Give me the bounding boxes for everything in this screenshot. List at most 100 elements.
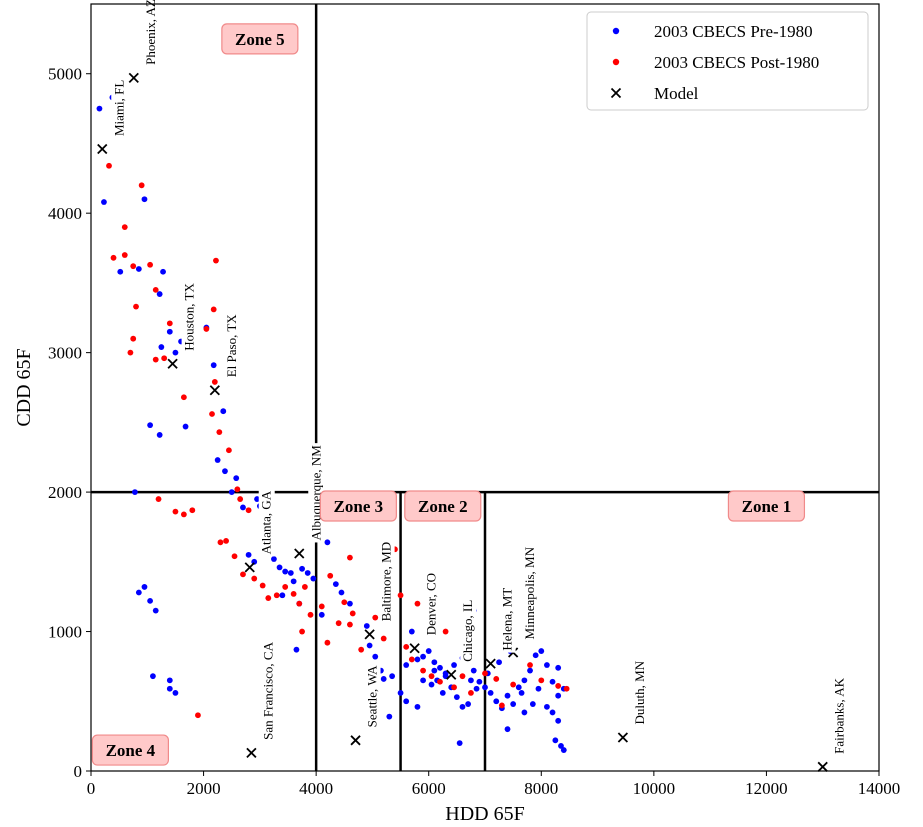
city-label-group: Chicago, IL (460, 597, 477, 664)
city-label-group: Denver, CO (423, 570, 440, 638)
zone-label-box: Zone 3 (319, 490, 397, 522)
city-label-background (258, 488, 275, 557)
legend-label: 2003 CBECS Post-1980 (654, 53, 819, 72)
data-point (166, 677, 173, 684)
data-point (147, 597, 154, 604)
city-label-background (423, 570, 440, 638)
model-x-marker (209, 385, 220, 396)
data-points (96, 72, 828, 772)
data-point (372, 614, 379, 621)
data-point (347, 621, 353, 628)
data-point (299, 628, 305, 635)
model-x-stroke (817, 761, 828, 772)
data-point (251, 575, 258, 582)
data-point (318, 611, 325, 618)
data-point (158, 344, 165, 350)
zone-boundary-lines (91, 4, 879, 771)
data-point (172, 349, 179, 356)
city-label: San Francisco, CA (260, 641, 275, 739)
zone-label-text: Zone 1 (742, 497, 792, 516)
city-label-group: Duluth, MN (631, 658, 648, 727)
data-point (380, 635, 387, 642)
data-point (459, 703, 466, 710)
data-point (223, 538, 229, 544)
data-point (265, 595, 272, 601)
data-point (408, 628, 415, 635)
data-point (152, 356, 159, 363)
x-tick-label: 14000 (858, 779, 901, 798)
city-label-background (223, 312, 240, 380)
zone-label-background (221, 23, 299, 55)
model-x-marker (294, 548, 305, 559)
data-point (259, 582, 266, 589)
data-point (282, 568, 289, 575)
data-point (287, 570, 294, 576)
model-x-stroke (246, 747, 257, 759)
model-x-marker (409, 643, 420, 654)
data-point (245, 551, 252, 558)
data-point (420, 677, 426, 684)
model-x-marker (446, 669, 457, 680)
data-point (161, 355, 168, 362)
data-point (459, 673, 466, 680)
data-point (544, 662, 550, 668)
data-point (403, 662, 410, 668)
data-point (380, 676, 387, 682)
data-point (358, 646, 365, 653)
data-point (327, 572, 334, 579)
data-point (318, 603, 325, 610)
zone-label-text: Zone 5 (235, 30, 285, 49)
data-point (152, 286, 159, 293)
city-labels: Phoenix, AZ Miami, FL Houston, TX El Paso, … (111, 0, 848, 756)
data-point (552, 737, 559, 744)
model-x-stroke (350, 735, 361, 746)
data-point (180, 394, 187, 401)
data-point (147, 261, 154, 268)
data-point (439, 690, 446, 696)
data-point (451, 662, 457, 668)
city-label-group: Houston, TX (181, 281, 198, 353)
model-x-stroke (617, 732, 629, 743)
model-x-marker (97, 143, 108, 155)
data-point (347, 554, 353, 561)
data-point (299, 565, 305, 572)
data-point (324, 539, 331, 546)
x-tick-label: 12000 (745, 779, 788, 798)
city-label: Albuquerque, NM (308, 445, 323, 541)
data-point (521, 677, 528, 684)
model-x-stroke (294, 548, 305, 559)
legend-marker-dot (612, 58, 620, 66)
data-point (189, 507, 196, 514)
data-point (231, 553, 238, 560)
model-x-stroke (128, 72, 139, 84)
x-tick-label: 2000 (187, 779, 221, 798)
zone-label-text: Zone 4 (106, 741, 156, 760)
city-label: Seattle, WA (365, 665, 380, 727)
data-point (121, 252, 128, 258)
data-point (210, 362, 217, 369)
city-label-background (499, 585, 516, 653)
data-point (166, 328, 173, 335)
model-x-marker (128, 72, 139, 84)
data-point (213, 257, 219, 264)
zone-label-background (727, 490, 806, 522)
data-point (138, 182, 145, 189)
city-label-group: San Francisco, CA (260, 640, 277, 742)
data-point (549, 709, 556, 716)
data-point (431, 667, 438, 674)
data-point (431, 659, 438, 666)
data-point (182, 423, 189, 430)
data-point (290, 590, 297, 597)
data-point (420, 667, 426, 674)
data-point (521, 709, 528, 716)
y-tick-label: 4000 (48, 204, 82, 223)
data-point (211, 379, 218, 385)
data-point (386, 713, 393, 720)
x-tick-label: 4000 (299, 779, 333, 798)
city-label: Miami, FL (111, 80, 126, 136)
data-point (141, 584, 148, 590)
data-point (301, 584, 308, 590)
data-point (166, 320, 173, 327)
data-point (217, 539, 224, 546)
data-point (271, 556, 277, 562)
